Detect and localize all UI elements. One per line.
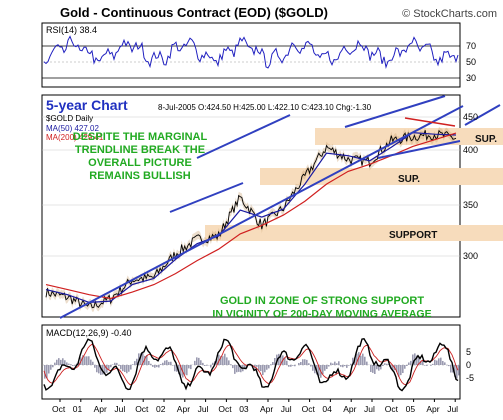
price-tick-400: 400 [463,145,478,155]
x-axis-label: Apr [260,404,273,414]
zone-label-lower: SUPPORT [389,230,437,241]
chart-period-title: 5-year Chart [46,97,128,113]
x-axis-label: Apr [426,404,439,414]
x-axis-label: Jul [447,404,458,414]
rsi-tick-50: 50 [466,57,476,67]
x-axis-label: Oct [302,404,316,414]
support-zone-lower [205,225,503,241]
annotation-top-line-4: REMAINS BULLISH [89,170,191,182]
x-axis-label: 02 [156,404,166,414]
annotation-bottom-line-1: GOLD IN ZONE OF STRONG SUPPORT [220,295,424,307]
macd-tick-minus5: -5 [466,373,474,383]
support-zone-middle [260,168,503,185]
rsi-tick-30: 30 [466,73,476,83]
macd-histogram [44,352,460,379]
x-axis-label: Oct [385,404,399,414]
x-axis-label: 05 [406,404,416,414]
annotation-top-line-1: DESPITE THE MARGINAL [73,131,208,143]
x-axis-label: Jul [364,404,375,414]
rsi-label: RSI(14) 38.4 [46,25,97,35]
channel-line-4 [464,104,501,126]
price-tick-300: 300 [463,251,478,261]
x-axis-label: Oct [52,404,66,414]
ma50-line [45,131,457,304]
macd-tick-5: 5 [466,347,471,357]
ohlc-readout: 8-Jul-2005 O:424.50 H:425.00 L:422.10 C:… [158,103,372,112]
chart-header-title: Gold - Continuous Contract (EOD) ($GOLD) [60,5,328,20]
lower-trendline [59,105,464,319]
zone-label-middle: SUP. [398,174,420,185]
macd-tick-0: 0 [466,360,471,370]
macd-line [43,338,459,392]
x-axis-label: 03 [239,404,249,414]
macd-label: MACD(12,26,9) -0.40 [46,328,132,338]
ma50-legend: MA(50) 427.02 [46,124,99,133]
annotation-top-line-2: TRENDLINE BREAK THE [75,144,205,156]
x-axis-label: Oct [218,404,232,414]
symbol-label: $GOLD Daily [46,114,93,123]
x-axis-label: Apr [94,404,107,414]
annotation-top-line-3: OVERALL PICTURE [88,157,192,169]
channel-line-1 [169,182,244,213]
zone-label-upper: SUP. [475,134,497,145]
copyright-text: © StockCharts.com [402,8,497,20]
rsi-line [43,35,459,70]
resistance-line [404,117,456,127]
price-tick-350: 350 [463,200,478,210]
x-axis-label: 01 [73,404,83,414]
rsi-tick-70: 70 [466,41,476,51]
ma200-line [45,132,457,300]
rsi-panel-frame [41,22,461,88]
x-axis-label: 04 [322,404,332,414]
x-axis-labels: Oct 01 Apr Jul Oct 02 Apr Jul Oct 03 Apr Jul Oct 04 Ap… [52,399,458,414]
support-zone-upper [315,128,503,145]
x-axis-label: Apr [343,404,356,414]
x-axis-label: Jul [281,404,292,414]
channel-line-2 [196,114,291,159]
channel-line-3 [344,95,446,128]
x-axis-label: Jul [198,404,209,414]
annotation-bottom-line-2: IN VICINITY OF 200-DAY MOVING AVERAGE [212,308,431,320]
ma200-legend: MA(200) 429.41 [46,133,104,142]
x-axis-label: Jul [114,404,125,414]
channel-line-5 [377,140,461,159]
price-tick-450: 450 [463,112,478,122]
x-axis-label: Oct [135,404,149,414]
x-axis-label: Apr [177,404,190,414]
